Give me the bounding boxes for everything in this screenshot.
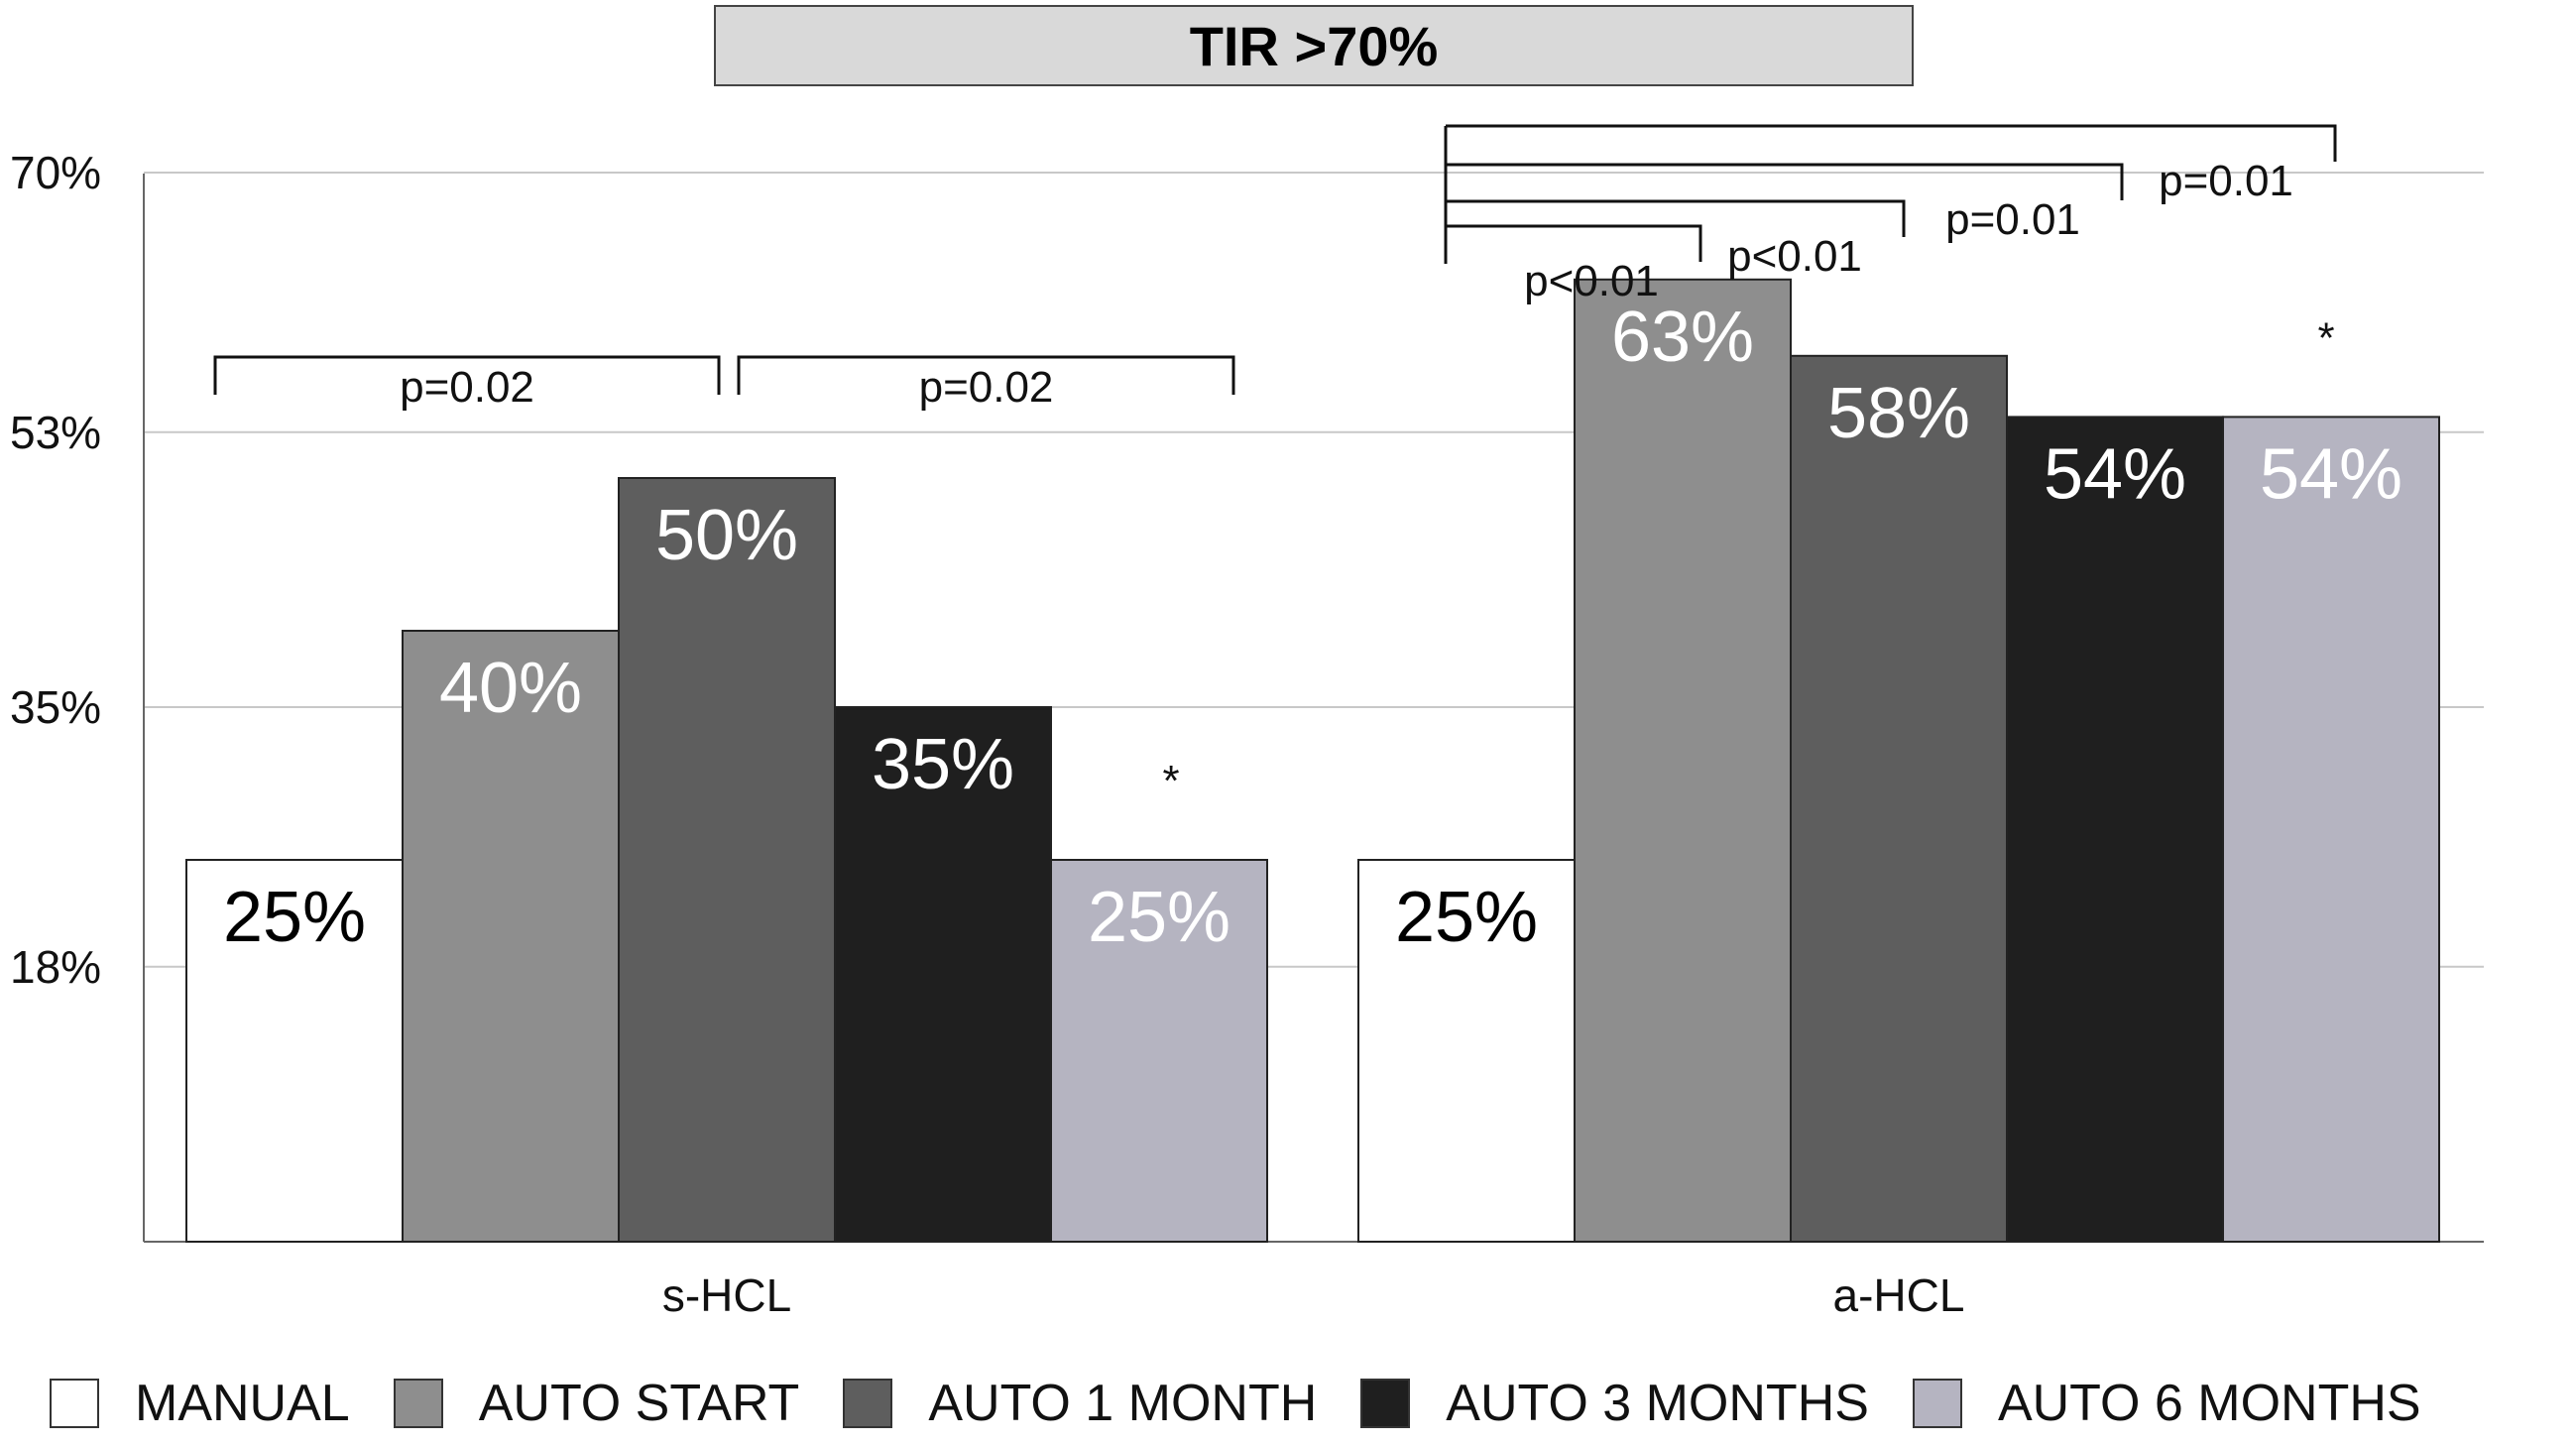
significance-asterisk: * bbox=[2317, 313, 2334, 362]
legend-item: AUTO START bbox=[393, 1374, 844, 1433]
bar-data-label: 54% bbox=[2260, 434, 2402, 514]
chart-title: TIR >70% bbox=[714, 5, 1914, 86]
legend-swatch bbox=[1360, 1379, 1411, 1428]
significance-bracket bbox=[1446, 124, 2337, 162]
legend-label: AUTO START bbox=[478, 1375, 800, 1432]
bar bbox=[2222, 416, 2440, 1243]
significance-bracket bbox=[213, 355, 721, 395]
legend-item: AUTO 3 MONTHS bbox=[1360, 1374, 1913, 1433]
bar bbox=[185, 859, 404, 1243]
y-tick-label: 18% bbox=[10, 941, 101, 993]
bar-data-label: 25% bbox=[1088, 878, 1230, 957]
bar-data-label: 58% bbox=[1827, 374, 1970, 453]
bar bbox=[2006, 416, 2224, 1243]
legend-swatch bbox=[393, 1379, 443, 1428]
bar-data-label: 25% bbox=[223, 878, 366, 957]
category-label: s-HCL bbox=[662, 1269, 791, 1321]
legend-label: AUTO 3 MONTHS bbox=[1446, 1375, 1869, 1432]
legend-swatch bbox=[843, 1379, 893, 1428]
legend-label: AUTO 1 MONTH bbox=[928, 1375, 1318, 1432]
y-tick-label: 70% bbox=[10, 147, 101, 198]
chart-legend: MANUAL AUTO START AUTO 1 MONTH AUTO 3 MONTH… bbox=[50, 1374, 2465, 1433]
bar bbox=[1574, 278, 1792, 1243]
p-value-label: p=0.01 bbox=[1945, 195, 2080, 244]
significance-bracket bbox=[1446, 224, 1702, 262]
bar bbox=[1790, 354, 2008, 1243]
bar bbox=[1357, 859, 1576, 1243]
bar-data-label: 40% bbox=[439, 649, 582, 728]
p-value-label: p=0.02 bbox=[919, 363, 1054, 412]
legend-label: MANUAL bbox=[135, 1375, 350, 1432]
legend-label: AUTO 6 MONTHS bbox=[1997, 1375, 2421, 1432]
significance-bracket bbox=[737, 355, 1235, 395]
bar bbox=[1050, 859, 1268, 1243]
bar-data-label: 25% bbox=[1395, 878, 1538, 957]
bar-data-label: 50% bbox=[655, 496, 798, 575]
bar-data-label: 63% bbox=[1611, 298, 1754, 377]
p-value-label: p=0.01 bbox=[2159, 157, 2293, 205]
bar bbox=[618, 477, 836, 1243]
significance-bracket bbox=[1446, 163, 2124, 200]
legend-swatch bbox=[50, 1379, 99, 1428]
legend-item: AUTO 1 MONTH bbox=[843, 1374, 1360, 1433]
p-value-label: p<0.01 bbox=[1727, 232, 1862, 281]
legend-item: MANUAL bbox=[50, 1374, 394, 1433]
y-tick-label: 35% bbox=[10, 681, 101, 733]
bar bbox=[834, 706, 1052, 1243]
p-value-label: p=0.02 bbox=[400, 363, 534, 412]
legend-item: AUTO 6 MONTHS bbox=[1912, 1374, 2465, 1433]
category-label: a-HCL bbox=[1833, 1269, 1965, 1321]
legend-swatch bbox=[1912, 1379, 1962, 1428]
bar bbox=[402, 630, 620, 1243]
significance-asterisk: * bbox=[1162, 757, 1179, 805]
bar-data-label: 35% bbox=[872, 725, 1014, 804]
bar-data-label: 54% bbox=[2044, 434, 2186, 514]
significance-bracket bbox=[1446, 199, 1906, 237]
p-value-label: p<0.01 bbox=[1524, 257, 1659, 305]
bar-chart: 18% 35% 53% 70% 25% 40% 50% 35% 25% s-HCL 25% 63% 58… bbox=[10, 124, 2484, 1321]
y-tick-label: 53% bbox=[10, 407, 101, 458]
